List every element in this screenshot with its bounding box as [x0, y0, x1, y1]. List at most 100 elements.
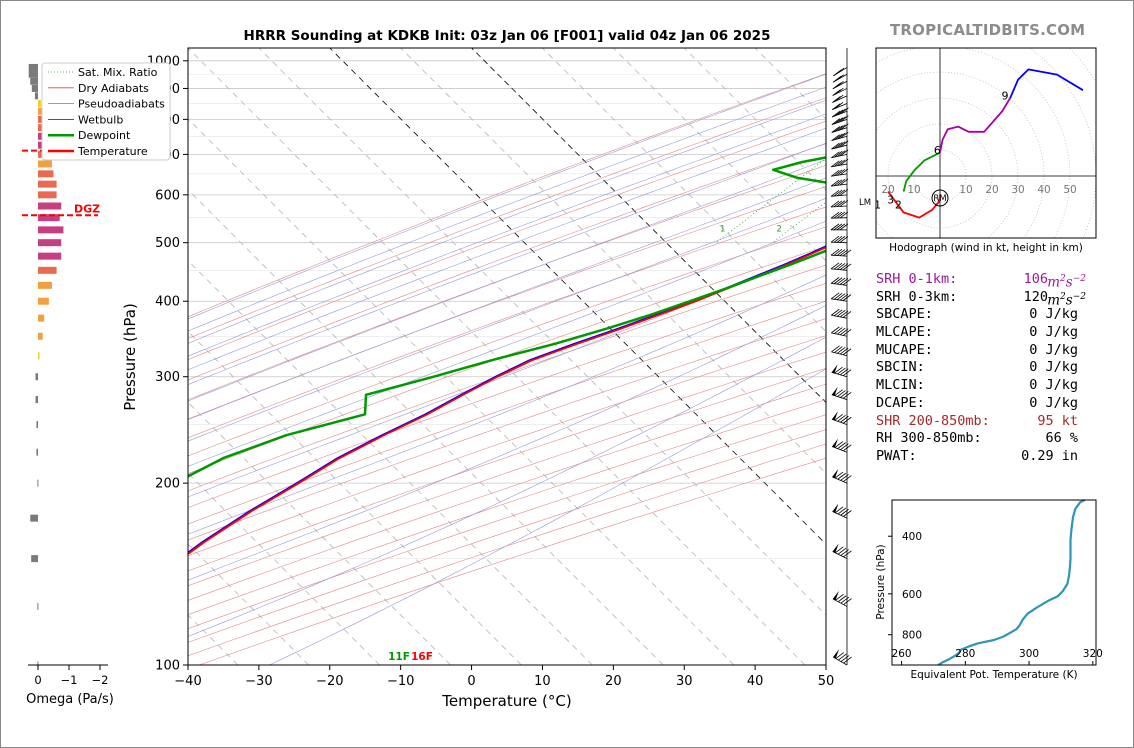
omega-bar: [38, 281, 52, 289]
profile-wetbulb: [188, 245, 826, 553]
wind-barb: [830, 277, 852, 286]
param-label: PWAT:: [876, 447, 917, 464]
pseudoadiabat: [188, 99, 826, 344]
hodograph-ring-label: 10: [959, 184, 972, 196]
param-row: DCAPE: 0 J/kg: [876, 395, 1116, 413]
mixing-ratio-label: 10: [921, 224, 932, 234]
pseudoadiabat: [188, 127, 826, 371]
omega-bar: [38, 266, 57, 274]
dry-adiabat: [188, 283, 826, 509]
x-tick-label: −40: [174, 674, 201, 689]
brand-watermark: TROPICALTIDBITS.COM: [890, 21, 1086, 39]
legend-label: Dewpoint: [78, 129, 131, 142]
isotherm-line: [188, 330, 522, 665]
x-tick-label: 40: [747, 674, 764, 689]
wind-barb: [832, 503, 852, 519]
dry-adiabat: [188, 186, 826, 420]
hodograph-ring-label: 20: [985, 184, 998, 196]
mixing-ratio-label: 16: [969, 224, 980, 234]
param-row: MLCAPE: 0 J/kg: [876, 324, 1116, 342]
wind-barb: [831, 158, 849, 168]
pseudoadiabat: [188, 274, 826, 535]
wind-barb: [830, 223, 849, 231]
param-row: SRH 0-3km: 120 m2s−2: [876, 288, 1116, 309]
wind-barb: [831, 345, 852, 357]
pseudoadiabat: [188, 177, 826, 420]
isotherm-line: [542, 48, 826, 333]
isotherm-line: [683, 48, 826, 191]
isotherm-line: [329, 48, 826, 545]
hodograph-frame: [875, 47, 1097, 239]
wind-barb: [831, 438, 852, 453]
param-label: DCAPE:: [876, 394, 925, 411]
parameter-table: SRH 0-1km: 106 m2s−2 SRH 0-3km: 120 m2s−2 SBCA…: [876, 271, 1116, 466]
wind-barb: [831, 140, 849, 150]
wind-barb: [831, 411, 852, 425]
omega-bar: [31, 84, 38, 92]
omega-bar: [38, 226, 64, 234]
wind-barb: [830, 235, 849, 244]
mixing-ratio-line: [920, 48, 1134, 243]
isotherm-line: [188, 472, 380, 665]
wind-barb: [832, 649, 852, 666]
param-unit: m2s−2: [1047, 274, 1086, 291]
param-value: 0 J/kg: [1029, 324, 1078, 341]
omega-bar: [38, 314, 45, 322]
x-tick-label: −20: [316, 674, 343, 689]
hodograph-ring-label: 10: [907, 184, 920, 196]
dry-adiabat: [188, 367, 826, 587]
omega-bar: [38, 202, 62, 210]
x-tick-label: −30: [245, 674, 272, 689]
x-tick-label: 10: [534, 674, 551, 689]
mixing-ratio-label: 8: [902, 224, 907, 234]
dry-adiabat: [188, 226, 826, 457]
chart-title: HRRR Sounding at KDKB Init: 03z Jan 06 […: [244, 28, 771, 44]
theta-e-x-tick-label: 280: [955, 648, 975, 660]
dry-adiabat: [188, 206, 826, 439]
pseudoadiabat: [188, 86, 826, 332]
param-label: MUCAPE:: [876, 341, 933, 358]
wind-barb: [830, 178, 849, 187]
legend-label: Temperature: [77, 145, 148, 158]
y-tick-label: 300: [155, 370, 180, 385]
mixing-ratio-label: 1: [720, 224, 725, 234]
theta-e-panel: 400 600 800 260 280 300 320 Equivalent Pot. Tem…: [875, 499, 1103, 681]
param-value: 120: [1023, 288, 1048, 305]
pseudoadiabat: [188, 159, 826, 402]
legend-label: Pseudoadiabats: [78, 98, 165, 111]
storm-motion-rm-label: RM: [933, 194, 946, 204]
mixing-ratio-line: [946, 48, 1134, 243]
theta-e-y-tick-label: 800: [902, 630, 922, 642]
mixing-ratio-line: [1010, 48, 1134, 243]
param-label: SRH 0-1km:: [876, 271, 958, 287]
hodograph-height-label: 2: [895, 199, 902, 212]
dry-adiabat: [188, 351, 826, 572]
wind-barb: [831, 115, 849, 126]
param-value: 0 J/kg: [1029, 341, 1078, 358]
theta-e-y-tick-label: 600: [902, 589, 922, 601]
param-value: 66 %: [1045, 430, 1078, 447]
omega-bar: [31, 555, 38, 563]
param-label: MLCAPE:: [876, 324, 933, 341]
mixing-ratio-line: [1034, 48, 1134, 243]
isotherm-line: [188, 118, 735, 665]
hodograph-caption: Hodograph (wind in kt, height in km): [889, 242, 1083, 254]
surface-dewpoint-label: 11F: [388, 651, 410, 663]
mixing-ratio-label: 36: [1056, 224, 1067, 234]
wind-barb: [830, 248, 852, 257]
omega-bar: [36, 448, 38, 456]
omega-x-tick-label: −2: [92, 673, 109, 687]
skewt-panel: 124681013162024303611F16F−40−30−20−10010…: [41, 47, 1134, 710]
hodograph-ring-label: 20: [881, 184, 894, 196]
param-row: MLCIN: 0 J/kg: [876, 377, 1116, 395]
x-tick-label: 20: [605, 674, 622, 689]
isotherm-line: [188, 401, 451, 665]
storm-motion-marker: [931, 189, 949, 207]
isotherm-line: [613, 48, 826, 262]
wind-barb: [832, 468, 852, 484]
y-tick-label: 600: [155, 188, 180, 203]
omega-bar: [38, 170, 54, 178]
hodograph-height-label: 6: [934, 144, 941, 157]
pseudoadiabat: [188, 220, 826, 467]
